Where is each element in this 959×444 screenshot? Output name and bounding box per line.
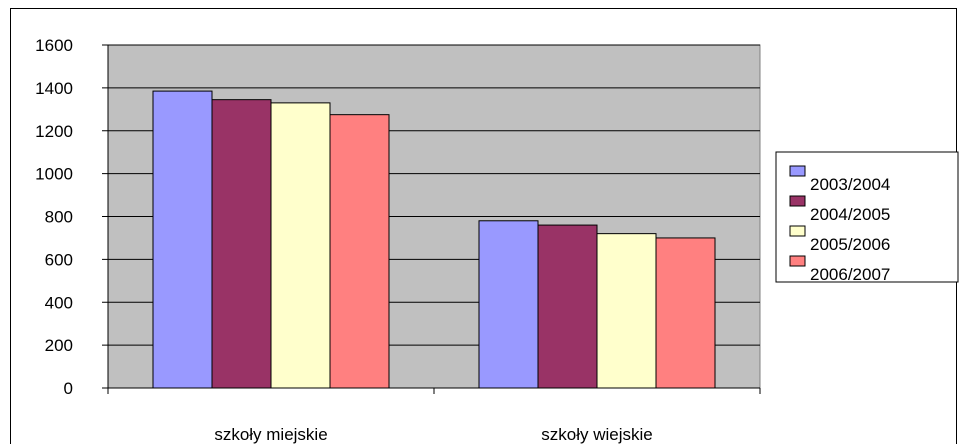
bar-2003-2004-2 — [478, 220, 539, 389]
bar-2004-2005-1 — [211, 99, 272, 389]
y-tick-label: 1200 — [35, 122, 73, 141]
legend-swatch — [789, 225, 806, 237]
category-label: szkoły wiejskie — [541, 425, 652, 444]
legend-label: 2005/2006 — [810, 235, 890, 254]
legend-swatch — [789, 165, 806, 177]
legend-label: 2004/2005 — [810, 205, 890, 224]
bars — [152, 90, 716, 389]
y-tick-label: 200 — [45, 336, 73, 355]
y-tick-label: 800 — [45, 208, 73, 227]
bar-2005-2006-2 — [596, 233, 657, 389]
bar-2004-2005-2 — [537, 224, 598, 389]
y-tick-label: 0 — [64, 379, 73, 398]
legend-swatch — [789, 255, 806, 267]
x-axis-categories: szkoły miejskie szkoły wiejskie — [214, 425, 652, 444]
y-axis-ticks: 0 200 400 600 800 1000 1200 1400 1600 — [35, 36, 108, 398]
bar-2005-2006-1 — [270, 102, 331, 389]
bar-2003-2004-1 — [152, 90, 213, 389]
legend: 2003/2004 2004/2005 2005/2006 2006/2007 — [775, 151, 959, 284]
category-label: szkoły miejskie — [214, 425, 327, 444]
legend-swatch — [789, 195, 806, 207]
y-tick-label: 400 — [45, 293, 73, 312]
y-tick-label: 1000 — [35, 165, 73, 184]
legend-label: 2003/2004 — [810, 175, 890, 194]
y-tick-label: 1600 — [35, 36, 73, 55]
bar-2006-2007-2 — [655, 237, 716, 389]
bar-2006-2007-1 — [329, 114, 390, 389]
y-tick-label: 600 — [45, 250, 73, 269]
y-tick-label: 1400 — [35, 79, 73, 98]
legend-box — [775, 151, 959, 283]
legend-label: 2006/2007 — [810, 265, 890, 284]
